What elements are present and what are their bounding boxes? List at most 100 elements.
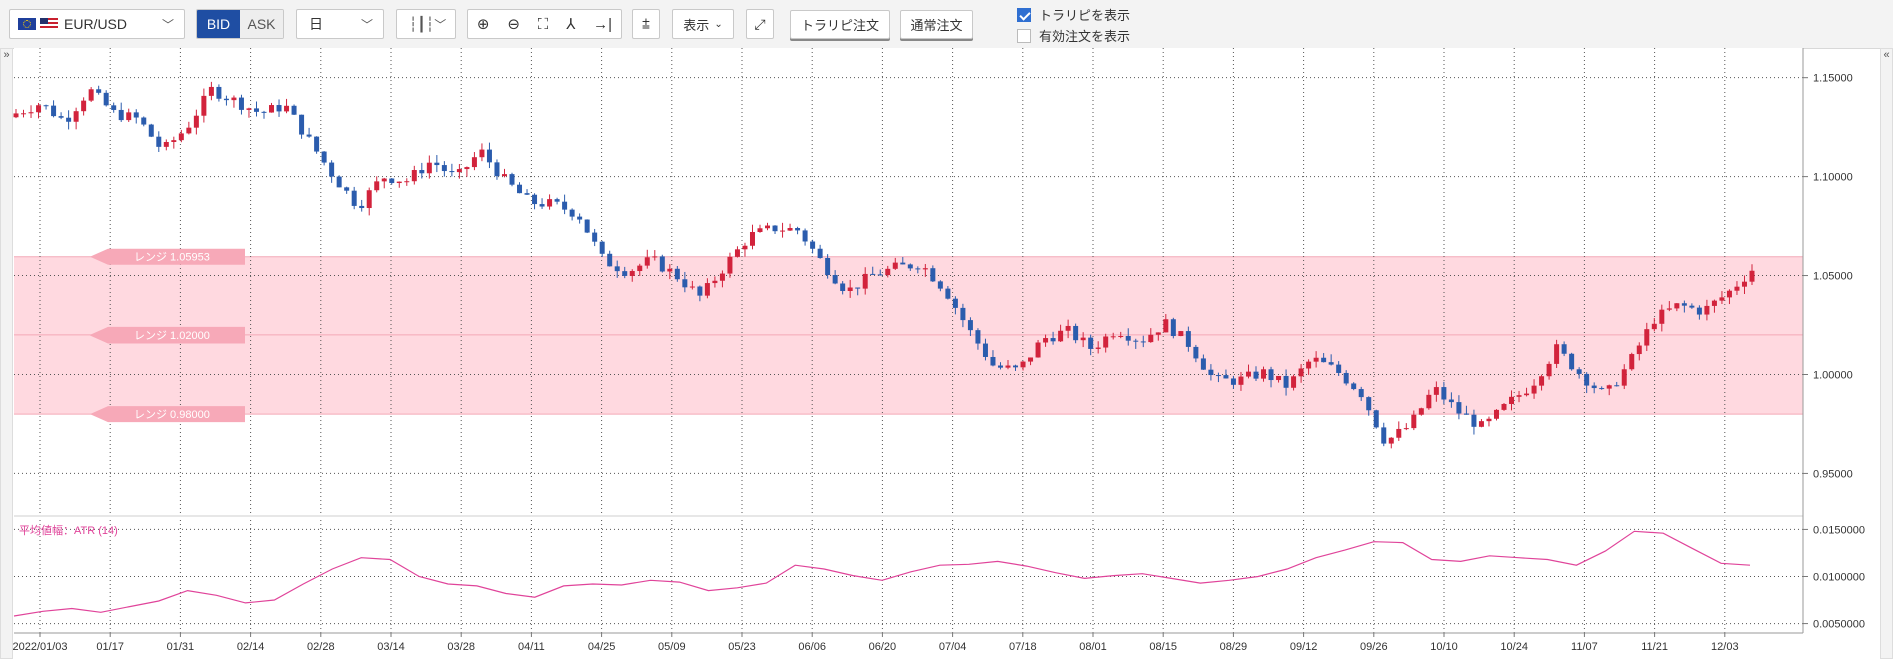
candle-up	[1118, 335, 1124, 337]
candle-down	[967, 320, 973, 331]
bid-button[interactable]: BID	[197, 10, 240, 38]
candle-up	[269, 105, 275, 113]
candle-down	[1569, 353, 1575, 370]
candle-down	[1170, 319, 1176, 337]
candle-down	[96, 89, 102, 93]
candle-down	[997, 365, 1003, 368]
candle-down	[329, 162, 335, 177]
candle-down	[118, 109, 124, 121]
candle-down	[306, 134, 312, 137]
candle-down	[223, 98, 229, 101]
candle-down	[314, 136, 320, 152]
show-tradepi-checkbox[interactable]: トラリピを表示	[1017, 5, 1130, 24]
candle-down	[1584, 373, 1590, 386]
candle-up	[1726, 290, 1732, 298]
tradepi-order-button[interactable]: トラリピ注文	[790, 10, 890, 39]
candle-down	[1253, 371, 1259, 379]
x-tick-label: 04/11	[518, 641, 545, 653]
candle-up	[1403, 428, 1409, 430]
candle-down	[291, 105, 297, 115]
candle-down	[1366, 397, 1372, 411]
candle-up	[1020, 361, 1026, 368]
candle-up	[1245, 371, 1251, 377]
add-indicator-button[interactable]: ⩲	[632, 9, 660, 39]
candle-up	[1629, 354, 1635, 370]
candle-down	[952, 298, 958, 308]
show-active-orders-checkbox[interactable]: 有効注文を表示	[1017, 26, 1130, 45]
period-select[interactable]: 日 ﹀	[296, 9, 384, 39]
jump-latest-icon[interactable]: →|	[593, 15, 613, 33]
candle-up	[847, 287, 853, 291]
fit-screen-icon[interactable]: ⛶	[537, 15, 549, 33]
display-label: 表示	[683, 17, 710, 33]
candle-up	[28, 112, 34, 114]
chart-type-select[interactable]: ┆┃┆ ﹀	[396, 9, 456, 39]
candle-up	[1478, 421, 1484, 427]
bid-ask-toggle: BID ASK	[196, 9, 284, 39]
crosshair-icon[interactable]: ⅄	[566, 16, 576, 33]
candle-down	[855, 287, 861, 289]
candle-down	[607, 253, 613, 267]
candle-down	[299, 114, 305, 135]
candle-down	[1561, 344, 1567, 354]
candle-down	[975, 330, 981, 344]
y-tick-label: 1.15000	[1813, 73, 1853, 85]
candle-up	[36, 105, 42, 113]
candle-up	[411, 170, 417, 182]
candle-down	[569, 209, 575, 217]
candle-down	[1696, 307, 1702, 315]
candle-up	[1509, 396, 1515, 405]
candle-down	[810, 241, 816, 249]
zoom-in-icon[interactable]: ⊕	[476, 16, 490, 33]
candle-up	[501, 174, 507, 177]
display-menu-button[interactable]: 表示 ⌄	[672, 9, 734, 39]
candle-down	[359, 205, 365, 209]
candle-down	[524, 193, 530, 195]
candle-up	[1674, 303, 1680, 309]
candle-down	[1125, 335, 1131, 341]
x-tick-label: 01/31	[167, 641, 195, 653]
candle-up	[1058, 330, 1064, 342]
expand-button[interactable]: ⤢	[746, 9, 774, 39]
y-tick-label: 1.05000	[1813, 271, 1853, 283]
candle-up	[1433, 387, 1439, 395]
candle-up	[1426, 394, 1432, 409]
candle-up	[1276, 375, 1282, 381]
candle-up	[479, 149, 485, 158]
candle-down	[832, 275, 838, 284]
candle-up	[73, 111, 79, 122]
candle-up	[1148, 334, 1154, 343]
candle-down	[148, 124, 154, 137]
currency-pair-select[interactable]: EUR/USD ﹀	[9, 9, 185, 39]
candle-down	[276, 105, 282, 112]
candle-up	[1065, 325, 1071, 331]
range-label-text: レンジ 0.98000	[134, 409, 210, 421]
candle-up	[1651, 323, 1657, 330]
candle-down	[1140, 341, 1146, 343]
candle-down	[1223, 375, 1229, 379]
y-tick-label: 0.0050000	[1813, 619, 1865, 631]
candle-down	[825, 257, 831, 276]
candle-up	[922, 268, 928, 270]
normal-order-button[interactable]: 通常注文	[900, 10, 973, 39]
candle-up	[81, 100, 87, 112]
candle-up	[1501, 404, 1507, 410]
candle-down	[697, 286, 703, 296]
candle-down	[1336, 364, 1342, 373]
candle-up	[734, 249, 740, 257]
zoom-out-icon[interactable]: ⊖	[507, 16, 520, 33]
candle-down	[141, 117, 147, 125]
candle-up	[426, 162, 432, 174]
candle-up	[892, 262, 898, 269]
candle-down	[51, 105, 57, 117]
candle-down	[1689, 305, 1695, 308]
candle-up	[374, 181, 380, 191]
x-tick-label: 08/29	[1220, 641, 1248, 653]
ask-button[interactable]: ASK	[240, 10, 283, 38]
candle-down	[840, 283, 846, 291]
x-tick-label: 06/06	[798, 641, 826, 653]
candle-up	[366, 190, 372, 209]
candle-down	[441, 165, 447, 172]
candle-down	[870, 273, 876, 275]
